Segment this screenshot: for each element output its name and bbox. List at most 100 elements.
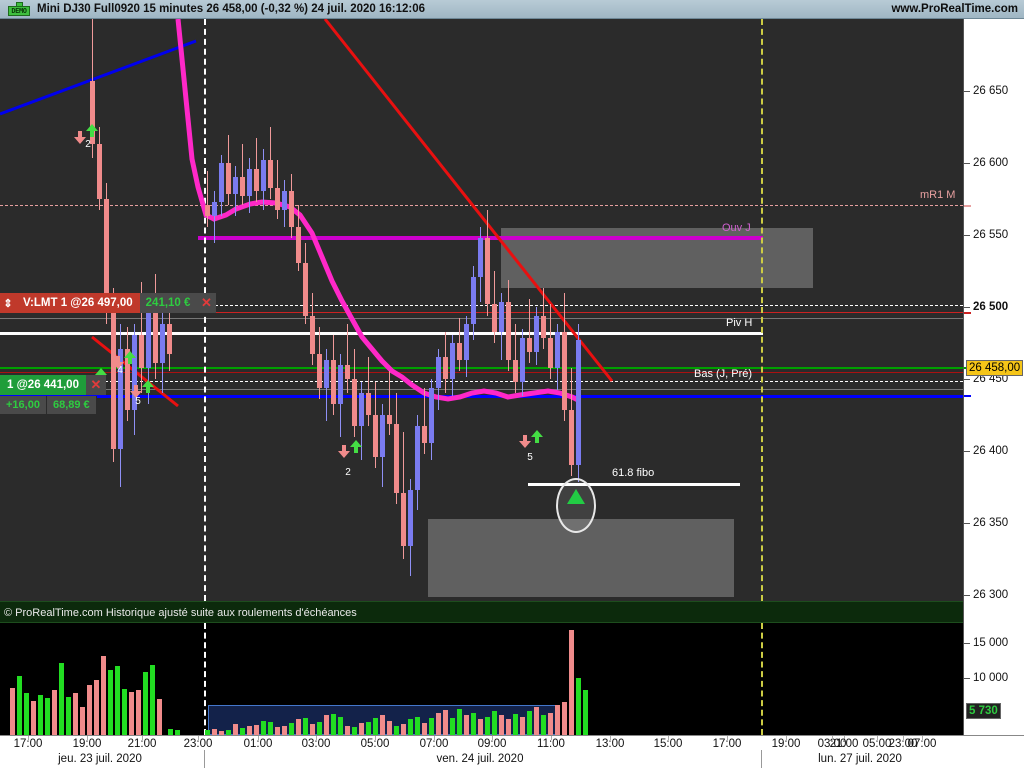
candle-body <box>548 337 553 369</box>
volume-bar <box>10 687 15 735</box>
volume-bar <box>331 713 336 735</box>
candle-body <box>527 337 532 352</box>
candle-body <box>429 387 434 444</box>
candlestick-series <box>0 19 963 601</box>
price-axis-tick <box>964 523 970 524</box>
time-axis-tick <box>922 736 923 740</box>
volume-bar <box>254 725 259 735</box>
position-widget[interactable]: 1 @26 441,00 ✕ <box>0 375 106 395</box>
candle-body <box>443 357 448 380</box>
candle <box>576 19 581 601</box>
volume-bar <box>506 719 511 735</box>
volume-bar <box>373 717 378 735</box>
volume-bar <box>492 711 497 735</box>
volume-bar <box>534 707 539 735</box>
candle-body <box>394 423 399 493</box>
volume-bar <box>80 707 85 735</box>
candle-body <box>254 168 259 191</box>
candle-body <box>541 315 546 338</box>
price-axis-tick <box>964 163 970 164</box>
candle-body <box>492 304 497 333</box>
candle <box>125 19 130 601</box>
candle <box>240 19 245 601</box>
candle-body <box>387 415 392 424</box>
candle <box>520 19 525 601</box>
candle-body <box>569 409 574 466</box>
piv-h-label: Piv H <box>726 317 753 329</box>
volume-bar <box>555 704 560 735</box>
volume-bar <box>408 719 413 735</box>
volume-bar <box>31 700 36 735</box>
candle <box>380 19 385 601</box>
time-axis-tick <box>198 736 199 740</box>
time-axis-tick <box>610 736 611 740</box>
candle-body <box>471 276 476 324</box>
volume-bar <box>129 691 134 735</box>
axis-marker-limit <box>964 312 971 314</box>
time-axis-label: 21:00 <box>127 738 157 750</box>
candle-body <box>457 343 462 360</box>
volume-bar <box>345 725 350 735</box>
time-axis-tick <box>316 736 317 740</box>
candle <box>261 19 266 601</box>
limit-order-label[interactable]: V:LMT 1 @26 497,00 <box>16 293 140 313</box>
limit-order-widget[interactable]: ⇕ V:LMT 1 @26 497,00 241,10 € ✕ <box>0 293 217 313</box>
updown-arrow-icon[interactable]: ⇕ <box>0 293 16 313</box>
candle <box>499 19 504 601</box>
candle-body <box>111 312 116 449</box>
volume-bar <box>115 666 120 735</box>
candle-body <box>506 301 511 360</box>
volume-bar <box>289 723 294 735</box>
price-chart-pane[interactable]: mR1 M Ouv J Piv H Bas (J, Pré) 61.8 fibo <box>0 19 963 601</box>
candle-body <box>240 176 245 197</box>
candle <box>303 19 308 601</box>
volume-bar <box>233 724 238 735</box>
candle-wick <box>424 387 425 455</box>
candle <box>118 19 123 601</box>
volume-bar <box>324 715 329 735</box>
time-axis-label: 01:00 <box>243 738 273 750</box>
price-axis-label: 26 450 <box>973 373 1009 385</box>
time-axis-label: 07:00 <box>419 738 449 750</box>
candle-body <box>408 490 413 546</box>
candle <box>555 19 560 601</box>
volume-bar <box>436 712 441 735</box>
window-titlebar: DEMO Mini DJ30 Full0920 15 minutes 26 45… <box>0 0 1024 19</box>
candle <box>139 19 144 601</box>
time-axis-label: 13:00 <box>595 738 625 750</box>
mr1-m-label: mR1 M <box>920 189 956 201</box>
time-axis[interactable]: 17:00 19:00 21:00 23:00 01:00 03:00 05:00 07:00… <box>0 735 1024 768</box>
time-axis-tick <box>434 736 435 740</box>
price-axis[interactable]: 26 650 26 600 26 550 26 500 26 450 26 400 26 3… <box>963 19 1024 735</box>
time-axis-day-label: ven. 24 juil. 2020 <box>436 753 524 765</box>
session-separator-right-volume <box>761 623 763 735</box>
candle-body <box>317 354 322 388</box>
ouv-j-label: Ouv J <box>722 222 751 234</box>
buy-signal-triangle-icon <box>567 489 585 504</box>
candle-body <box>555 332 560 369</box>
volume-bar <box>380 715 385 735</box>
candle-body <box>261 160 266 191</box>
candle <box>97 19 102 601</box>
candle-wick <box>347 323 348 394</box>
volume-bar <box>108 670 113 735</box>
candle <box>506 19 511 601</box>
candle-body <box>125 348 130 410</box>
volume-axis-label: 15 000 <box>973 637 1009 649</box>
candle-body <box>450 343 455 380</box>
volume-bar <box>52 690 57 735</box>
close-icon[interactable]: ✕ <box>196 293 217 313</box>
volume-bar <box>450 717 455 735</box>
candle <box>443 19 448 601</box>
position-label[interactable]: 1 @26 441,00 <box>0 375 86 395</box>
time-axis-label: 17:00 <box>13 738 43 750</box>
volume-bar <box>212 729 217 735</box>
volume-axis-tick <box>964 678 970 679</box>
volume-chart-pane[interactable] <box>0 623 963 735</box>
close-icon[interactable]: ✕ <box>85 375 106 395</box>
time-axis-label: 07:00 <box>907 738 937 750</box>
candle-body <box>303 262 308 316</box>
candle <box>205 19 210 601</box>
candle-body <box>146 310 151 369</box>
candle <box>111 19 116 601</box>
